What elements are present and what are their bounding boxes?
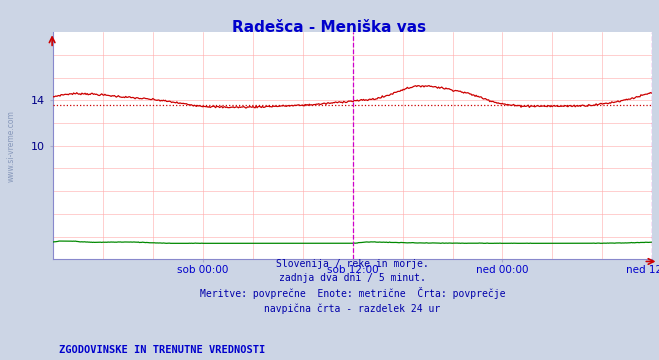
Text: Radešca - Meniška vas: Radešca - Meniška vas xyxy=(233,20,426,35)
Text: ZGODOVINSKE IN TRENUTNE VREDNOSTI: ZGODOVINSKE IN TRENUTNE VREDNOSTI xyxy=(59,345,265,355)
Text: www.si-vreme.com: www.si-vreme.com xyxy=(6,110,15,182)
Text: Slovenija / reke in morje.
zadnja dva dni / 5 minut.
Meritve: povprečne  Enote: : Slovenija / reke in morje. zadnja dva dn… xyxy=(200,259,505,314)
